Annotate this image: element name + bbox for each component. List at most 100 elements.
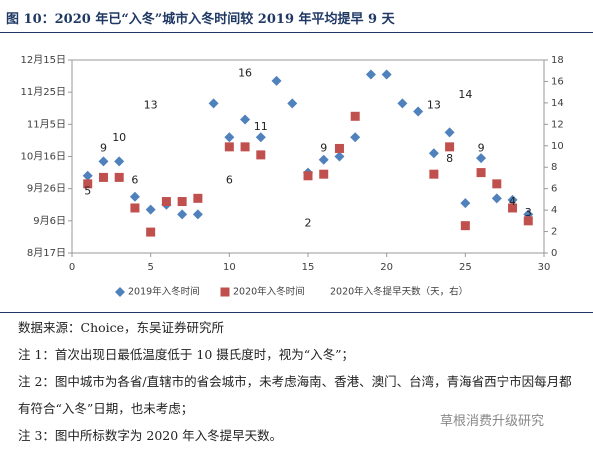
point bbox=[460, 221, 470, 231]
y2-tick-label: 0 bbox=[551, 248, 557, 259]
y-tick-label: 12月15日 bbox=[21, 54, 66, 66]
chart: 8月17日 9月6日 9月26日 10月16日 11月5日 11月25日 12月15日 0 2 4… bbox=[21, 54, 564, 298]
point bbox=[444, 127, 455, 138]
point bbox=[98, 172, 108, 182]
point bbox=[350, 111, 360, 121]
x-tick-label: 0 bbox=[69, 262, 75, 273]
point bbox=[460, 198, 471, 209]
point bbox=[365, 69, 376, 80]
data-label: 13 bbox=[427, 99, 441, 112]
point bbox=[476, 153, 487, 164]
point bbox=[82, 170, 93, 181]
data-label: 3 bbox=[525, 206, 532, 219]
y2-tick-label: 18 bbox=[551, 55, 564, 66]
y-tick-label: 11月25日 bbox=[21, 86, 66, 98]
notes: 数据来源：Choice，东吴证券研究所 注 1：首次出现日最低温度低于 10 摄… bbox=[18, 314, 580, 449]
point bbox=[523, 216, 533, 226]
point bbox=[177, 209, 188, 220]
point bbox=[507, 194, 518, 205]
legend-label: 2020年入冬提早天数（天，右） bbox=[330, 286, 468, 298]
point bbox=[240, 114, 251, 125]
point bbox=[192, 209, 203, 220]
note: 注 1：首次出现日最低温度低于 10 摄氏度时，视为“入冬”； bbox=[18, 347, 355, 362]
data-label: 6 bbox=[226, 174, 233, 187]
legend-swatch bbox=[220, 287, 230, 297]
y2-tick-label: 14 bbox=[551, 98, 564, 109]
point bbox=[445, 142, 455, 152]
note: 注 2：图中城市为各省/直辖市的省会城市，未考虑海南、香港、澳门、台湾，青海省西… bbox=[18, 374, 572, 416]
x-tick-label: 5 bbox=[147, 262, 153, 273]
x-tick-label: 25 bbox=[459, 262, 472, 273]
x-tick-label: 10 bbox=[223, 262, 236, 273]
data-label: 14 bbox=[458, 88, 472, 101]
x-tick-label: 20 bbox=[380, 262, 393, 273]
figure-title: 图 10：2020 年已“入冬”城市入冬时间较 2019 年平均提早 9 天 bbox=[6, 12, 395, 27]
point bbox=[224, 142, 234, 152]
data-label: 6 bbox=[131, 174, 138, 187]
note: 注 3：图中所标数字为 2020 年入冬提早天数。 bbox=[18, 428, 283, 443]
point bbox=[114, 172, 124, 182]
data-label: 2 bbox=[305, 217, 312, 230]
point bbox=[492, 179, 502, 189]
point bbox=[129, 191, 140, 202]
y2-tick-label: 16 bbox=[551, 76, 564, 87]
data-label: 9 bbox=[478, 142, 485, 155]
point bbox=[98, 156, 109, 167]
point bbox=[428, 148, 439, 159]
rule bbox=[0, 312, 593, 313]
y2-tick-label: 10 bbox=[551, 141, 564, 152]
legend-swatch bbox=[115, 287, 125, 297]
data-label: 5 bbox=[84, 184, 91, 197]
source: 数据来源：Choice，东吴证券研究所 bbox=[18, 320, 225, 335]
point bbox=[397, 98, 408, 109]
data-label: 9 bbox=[320, 142, 327, 155]
y-tick-label: 8月17日 bbox=[27, 247, 66, 259]
data-label: 11 bbox=[254, 120, 268, 133]
point bbox=[161, 197, 171, 207]
point bbox=[319, 169, 329, 179]
point bbox=[114, 156, 125, 167]
y2-tick-label: 6 bbox=[551, 184, 557, 195]
point bbox=[177, 197, 187, 207]
x-tick-label: 15 bbox=[302, 262, 315, 273]
y2-tick-label: 8 bbox=[551, 162, 557, 173]
point bbox=[130, 203, 140, 213]
point bbox=[334, 151, 345, 162]
point bbox=[224, 132, 235, 143]
point bbox=[508, 203, 518, 213]
point bbox=[193, 193, 203, 203]
point bbox=[303, 171, 313, 181]
data-label: 9 bbox=[100, 142, 107, 155]
y-tick-label: 10月16日 bbox=[21, 151, 66, 163]
point bbox=[350, 132, 361, 143]
data-label: 4 bbox=[509, 195, 516, 208]
watermark: 草根消费升级研究 bbox=[440, 414, 545, 429]
data-label: 13 bbox=[144, 99, 158, 112]
y-tick-label: 11月5日 bbox=[27, 118, 66, 130]
legend-label: 2020年入冬时间 bbox=[233, 286, 305, 298]
point bbox=[208, 98, 219, 109]
point bbox=[476, 168, 486, 178]
y2-tick-label: 4 bbox=[551, 205, 557, 216]
data-label: 16 bbox=[238, 66, 252, 79]
point bbox=[381, 69, 392, 80]
data-label: 10 bbox=[112, 131, 126, 144]
y2-tick-label: 12 bbox=[551, 119, 564, 130]
point bbox=[240, 142, 250, 152]
point bbox=[287, 98, 298, 109]
point bbox=[271, 75, 282, 86]
point bbox=[145, 204, 156, 215]
point bbox=[429, 169, 439, 179]
legend-label: 2019年入冬时间 bbox=[128, 286, 200, 298]
y-tick-label: 9月26日 bbox=[27, 183, 66, 195]
point bbox=[413, 106, 424, 117]
point bbox=[334, 143, 344, 153]
x-tick-label: 30 bbox=[538, 262, 551, 273]
point bbox=[318, 154, 329, 165]
y2-tick-label: 2 bbox=[551, 227, 557, 238]
rule bbox=[0, 32, 593, 33]
point bbox=[255, 132, 266, 143]
point bbox=[146, 227, 156, 237]
point bbox=[491, 193, 502, 204]
